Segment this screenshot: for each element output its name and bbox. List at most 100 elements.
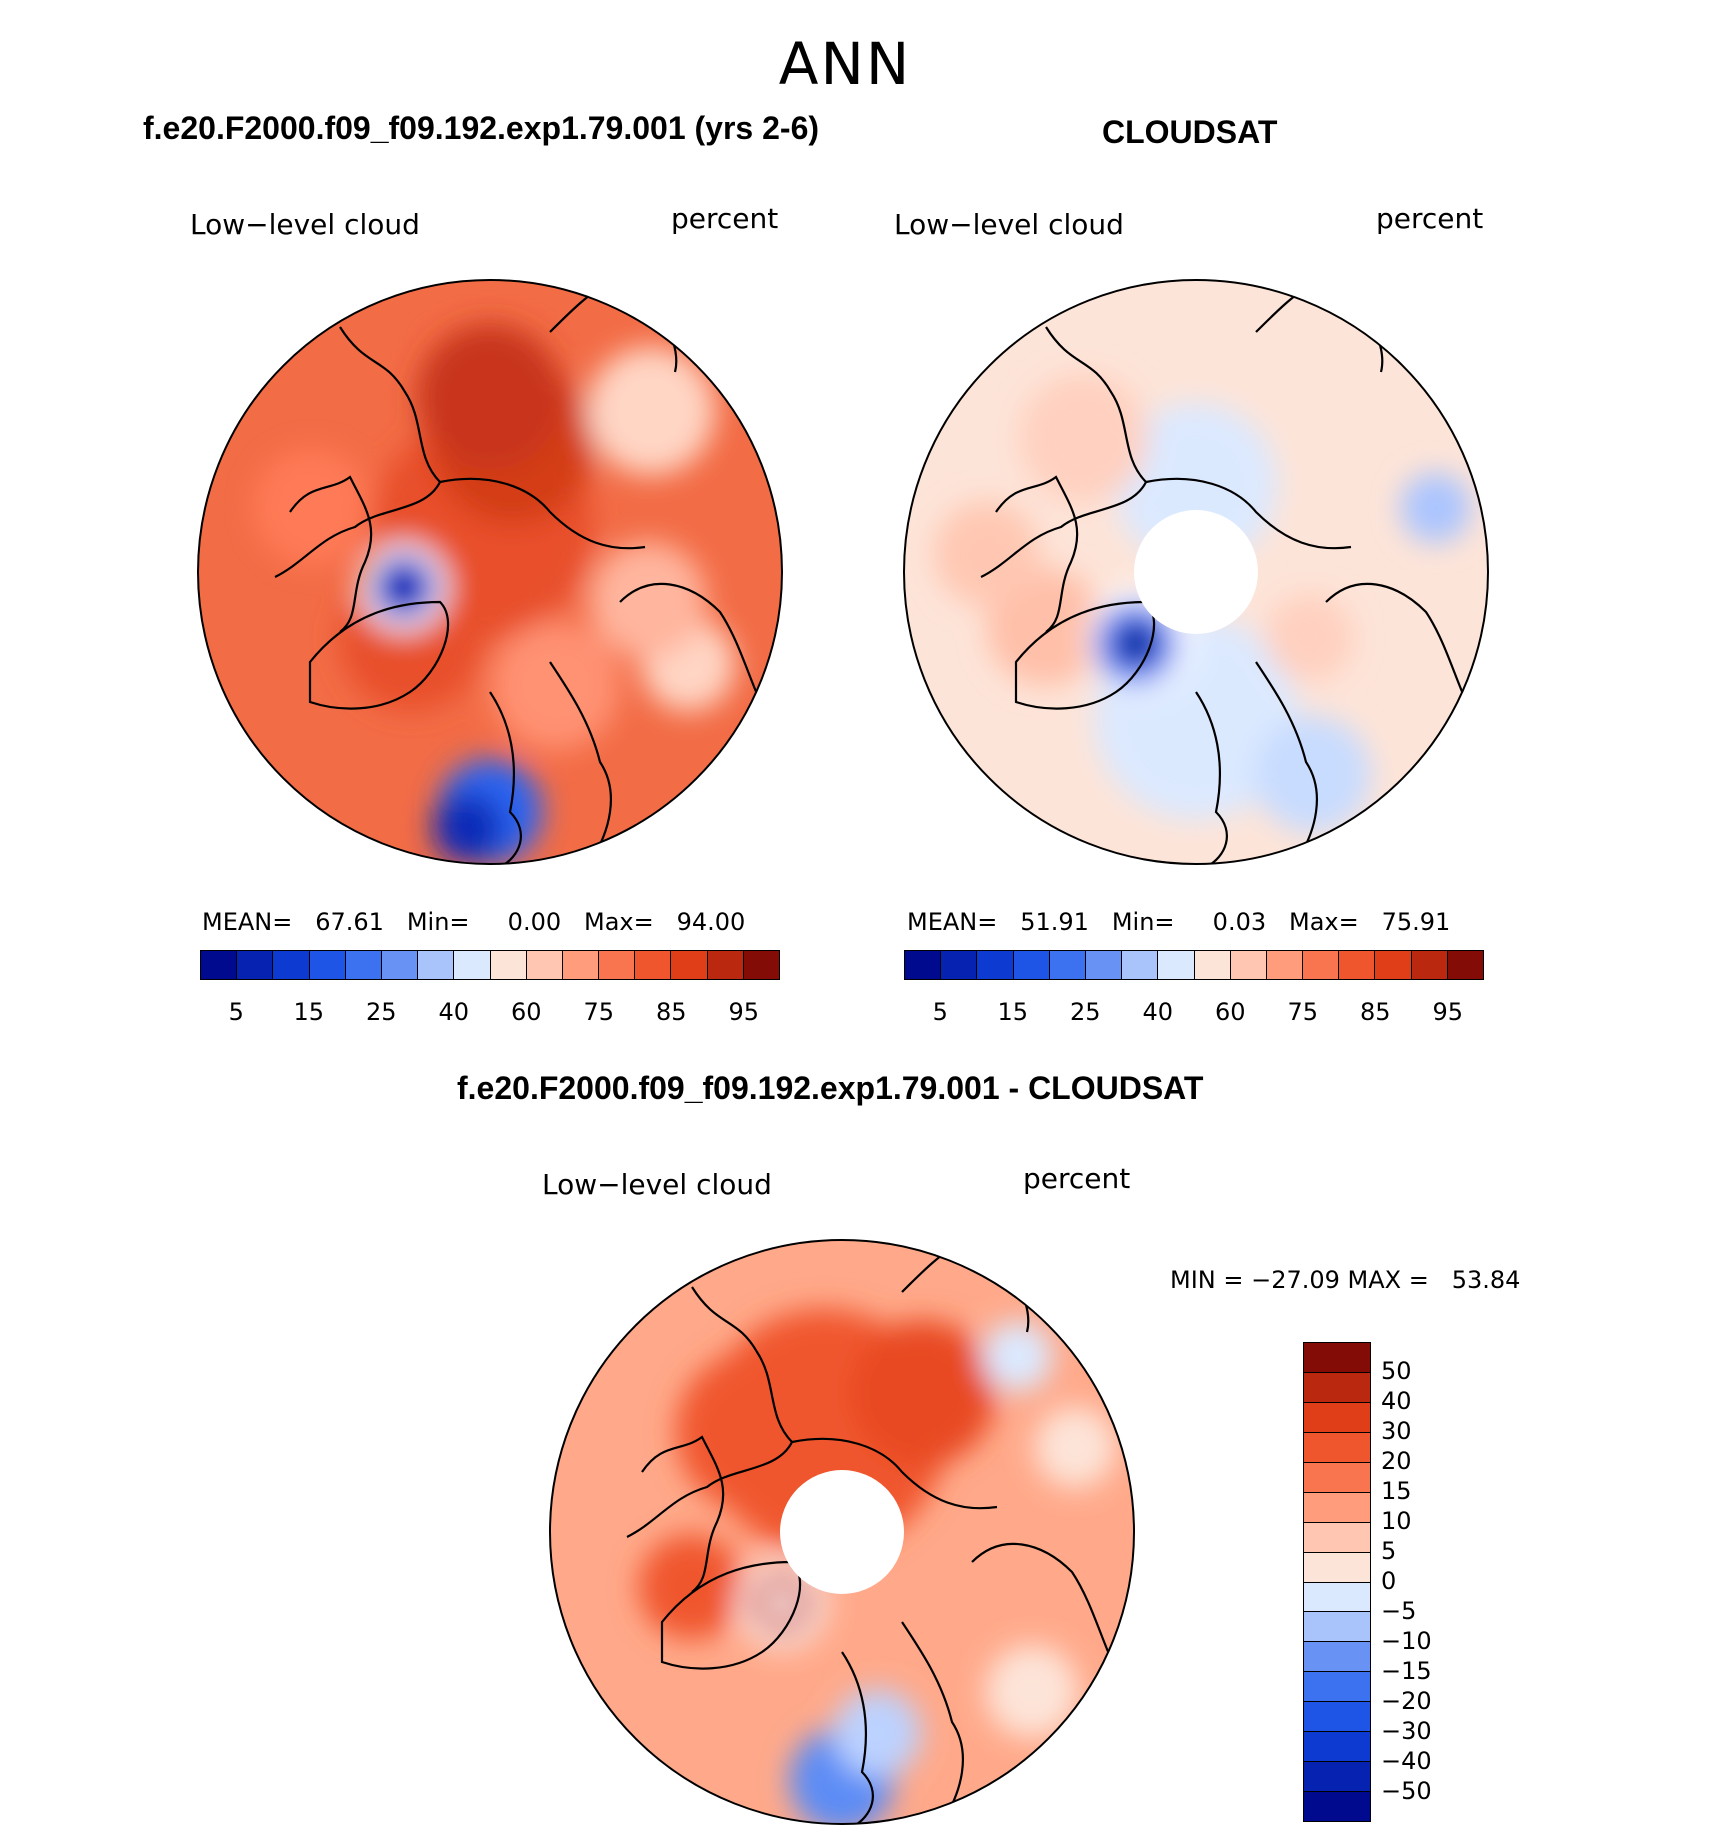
coastline — [619, 582, 766, 713]
colorbar-swatch — [1158, 951, 1195, 979]
contour-field — [934, 501, 1040, 607]
stats-model: MEAN= 67.61 Min= 0.00 Max= 94.00 — [202, 908, 746, 936]
colorbar-tick-label: 85 — [1359, 998, 1391, 1026]
colorbar-swatch — [1049, 951, 1086, 979]
colorbar-diff — [1303, 1342, 1371, 1822]
colorbar-swatch — [599, 951, 636, 979]
colorbar-tick-label: 0 — [1381, 1567, 1397, 1595]
contour-field — [1400, 472, 1471, 543]
colorbar-swatch — [1304, 1552, 1370, 1583]
colorbar-swatch — [237, 951, 274, 979]
variable-label: Low−level cloud — [542, 1168, 772, 1201]
colorbar-swatch — [345, 951, 382, 979]
colorbar-tick-label: −40 — [1381, 1747, 1432, 1775]
season-title: ANN — [778, 30, 912, 98]
colorbar-tick-label: 40 — [1381, 1387, 1412, 1415]
colorbar-swatch — [1304, 1343, 1370, 1373]
colorbar-tick-label: −20 — [1381, 1687, 1432, 1715]
coastline — [660, 1560, 802, 1670]
colorbar-swatch — [1304, 1612, 1370, 1643]
coastline — [289, 475, 373, 633]
contour-field — [849, 1319, 996, 1466]
colorbar-swatch — [1411, 951, 1448, 979]
colorbar-swatch — [1266, 951, 1304, 979]
coastline — [980, 326, 1148, 578]
colorbar-swatch — [1375, 951, 1412, 979]
coastline — [626, 1286, 794, 1538]
units-label: percent — [671, 202, 779, 235]
colorbar-tick-label: −50 — [1381, 1777, 1432, 1805]
coastline — [1145, 477, 1352, 550]
colorbar-swatch — [1303, 951, 1340, 979]
colorbar-swatch — [201, 951, 238, 979]
colorbar-tick-label: 95 — [728, 998, 760, 1026]
colorbar-tick-label: 85 — [655, 998, 687, 1026]
colorbar-swatch — [977, 951, 1014, 979]
coastline — [841, 1651, 874, 1824]
coastline — [901, 1621, 964, 1823]
units-label: percent — [1023, 1162, 1131, 1195]
panel-title-diff: f.e20.F2000.f09_f09.192.exp1.79.001 - CL… — [457, 1070, 1204, 1106]
coastline — [995, 475, 1079, 633]
contour-field — [982, 1321, 1053, 1392]
colorbar-swatch — [418, 951, 455, 979]
contour-field — [589, 541, 707, 659]
colorbar-tick-label: −30 — [1381, 1717, 1432, 1745]
colorbar-swatch — [1304, 1432, 1370, 1463]
colorbar-swatch — [1304, 1402, 1370, 1433]
colorbar-swatch — [381, 951, 419, 979]
coastline — [1195, 691, 1228, 864]
contour-field — [1114, 402, 1278, 567]
panel-title-obs: CLOUDSAT — [1102, 114, 1278, 150]
contour-field — [586, 346, 716, 476]
colorbar-swatch — [1304, 1642, 1370, 1673]
contour-field — [1265, 593, 1354, 682]
colorbar-swatch — [1304, 1732, 1370, 1763]
contour-field — [417, 323, 563, 470]
colorbar-tick-label: 10 — [1381, 1507, 1412, 1535]
colorbar-model — [200, 950, 780, 980]
coastline — [439, 477, 646, 550]
coastlines — [980, 281, 1472, 864]
colorbar-swatch — [1085, 951, 1123, 979]
colorbar-swatch — [1304, 1762, 1370, 1793]
coastline — [641, 1435, 725, 1593]
colorbar-tick-label: −10 — [1381, 1627, 1432, 1655]
variable-label: Low−level cloud — [894, 208, 1124, 241]
colorbar-swatch — [273, 951, 310, 979]
units-label: percent — [1376, 202, 1484, 235]
coastline — [1255, 661, 1318, 863]
colorbar-swatch — [490, 951, 527, 979]
contour-field — [491, 621, 620, 751]
coastline — [1014, 600, 1156, 710]
colorbar-swatch — [1447, 951, 1483, 979]
contour-field — [1034, 1406, 1117, 1488]
contour-field — [1019, 373, 1148, 503]
colorbar-tick-label: 30 — [1381, 1417, 1412, 1445]
colorbar-swatch — [1013, 951, 1050, 979]
colorbar-swatch — [1194, 951, 1231, 979]
colorbar-swatch — [1122, 951, 1159, 979]
colorbar-swatch — [1304, 1792, 1370, 1821]
colorbar-swatch — [526, 951, 563, 979]
colorbar-swatch — [905, 951, 942, 979]
colorbar-swatch — [1304, 1582, 1370, 1613]
colorbar-tick-label: −5 — [1381, 1597, 1417, 1625]
map-border — [197, 279, 783, 865]
map-border — [549, 1239, 1135, 1825]
variable-label: Low−level cloud — [190, 208, 420, 241]
colorbar-tick-label: 5 — [228, 998, 244, 1026]
polar-map-obs — [903, 279, 1489, 865]
colorbar-tick-label: 25 — [365, 998, 397, 1026]
colorbar-swatch — [941, 951, 978, 979]
stats-diff: MIN = −27.09 MAX = 53.84 — [1170, 1266, 1521, 1294]
colorbar-tick-label: 5 — [932, 998, 948, 1026]
colorbar-swatch — [1230, 951, 1267, 979]
colorbar-tick-label: 60 — [1214, 998, 1246, 1026]
colorbar-tick-label: 60 — [510, 998, 542, 1026]
contour-field — [638, 1534, 744, 1640]
colorbar-tick-label: 75 — [1287, 998, 1319, 1026]
colorbar-tick-label: 40 — [438, 998, 470, 1026]
coastline — [1325, 582, 1472, 713]
coastlines — [626, 1241, 1118, 1824]
